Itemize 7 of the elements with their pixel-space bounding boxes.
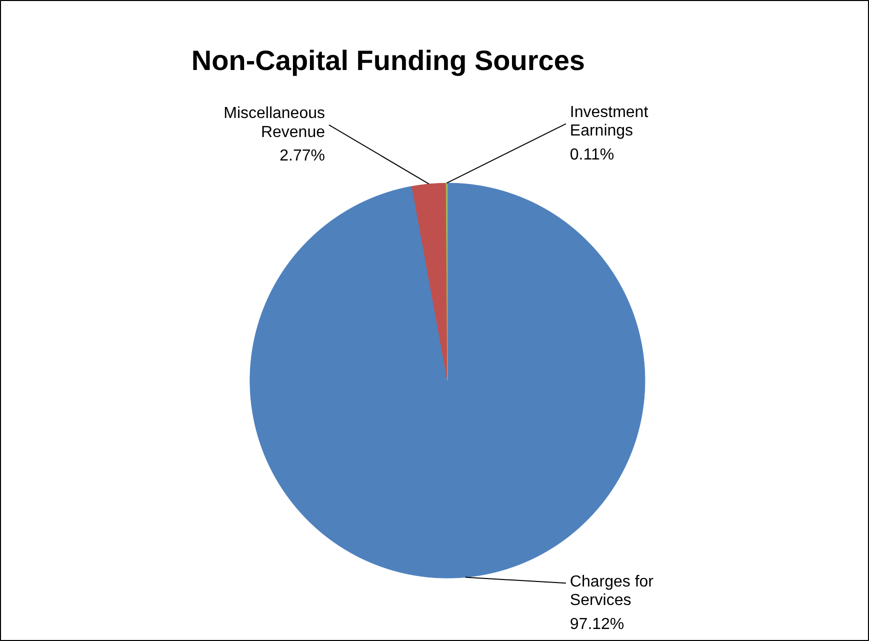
data-label: 0.11% (570, 146, 614, 164)
data-label: 97.12% (570, 616, 624, 633)
slice-label: Investment Earnings (570, 104, 649, 140)
slice-label: Miscellaneous Revenue (224, 105, 326, 141)
chart-title: Non-Capital Funding Sources (191, 45, 585, 76)
data-label: 2.77% (280, 148, 325, 165)
slice-label: Charges for Services (570, 573, 654, 610)
